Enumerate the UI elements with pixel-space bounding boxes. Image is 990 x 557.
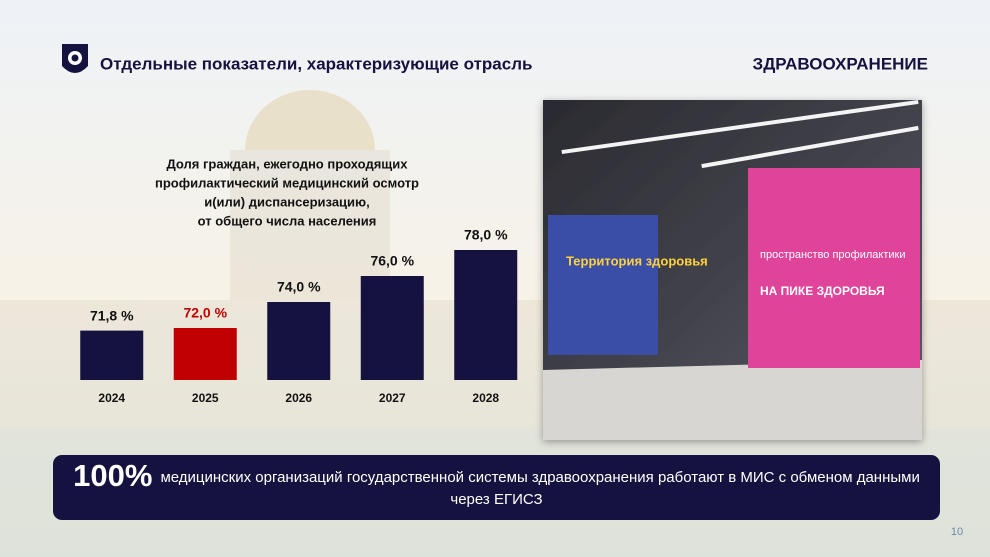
bar	[267, 302, 331, 380]
slide-title: Отдельные показатели, характеризующие от…	[100, 54, 532, 73]
value-label: 74,0 %	[277, 279, 321, 295]
chart: Доля граждан, ежегодно проходящих профила…	[80, 156, 518, 405]
x-tick-label: 2028	[472, 391, 499, 405]
photo-sign: Территория здоровья	[566, 253, 708, 268]
photo-sign: НА ПИКЕ ЗДОРОВЬЯ	[760, 284, 885, 298]
chart-title: Доля граждан, ежегодно проходящих	[167, 156, 409, 171]
x-tick-label: 2025	[192, 391, 219, 405]
value-label: 72,0 %	[183, 305, 227, 321]
photo-sign: пространство профилактики	[760, 249, 905, 261]
value-label: 71,8 %	[90, 307, 134, 323]
page-number: 10	[951, 526, 963, 538]
section-title: ЗДРАВООХРАНЕНИЕ	[753, 54, 928, 73]
banner-text: 100% медицинских организаций государствен…	[67, 460, 926, 511]
bar	[360, 276, 424, 380]
x-tick-label: 2024	[98, 391, 125, 405]
bar	[454, 250, 518, 380]
banner-highlight: 100%	[73, 457, 153, 493]
banner-body: медицинских организаций государственной …	[160, 468, 920, 508]
value-label: 76,0 %	[370, 253, 414, 269]
value-label: 78,0 %	[464, 227, 508, 243]
x-tick-label: 2026	[285, 391, 312, 405]
logo	[62, 44, 88, 73]
chart-title: от общего числа населения	[198, 213, 377, 228]
chart-title: профилактический медицинский осмотр	[155, 175, 419, 190]
chart-title: и(или) диспансеризацию,	[204, 194, 370, 209]
banner: 100% медицинских организаций государствен…	[53, 455, 940, 520]
bar	[173, 328, 237, 380]
x-tick-label: 2027	[379, 391, 406, 405]
bar	[80, 330, 144, 380]
photo: Территория здоровья пространство профила…	[543, 99, 922, 440]
